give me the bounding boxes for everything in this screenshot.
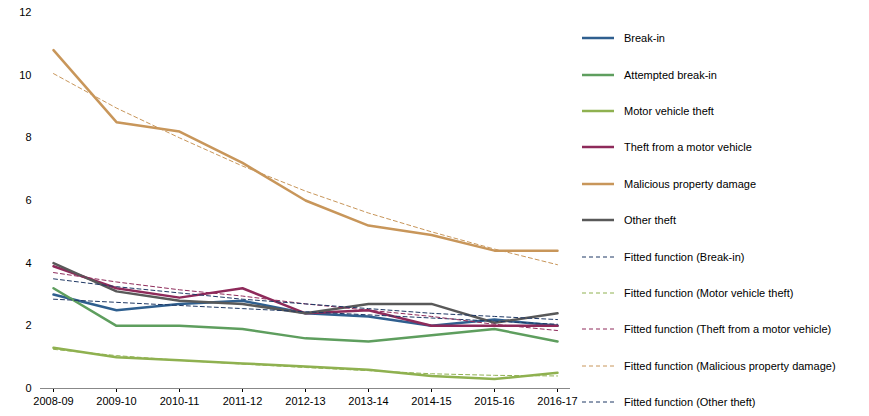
svg-text:6: 6	[25, 194, 31, 206]
html-text:Fitted function (Break-in): Fitted function (Break-in)	[624, 250, 745, 263]
html-text:Fitted function (Malicious pro: Fitted function (Malicious property dama…	[624, 359, 836, 372]
svg-text:2010-11: 2010-11	[160, 395, 200, 407]
svg-text:4: 4	[25, 257, 31, 269]
svg-text:8: 8	[25, 131, 31, 143]
html-text:Motor vehicle theft: Motor vehicle theft	[624, 105, 714, 117]
html-text:Fitted function (Motor vehicle: Fitted function (Motor vehicle theft)	[624, 286, 794, 299]
html-text:Theft from a motor vehicle: Theft from a motor vehicle	[624, 141, 752, 154]
svg-text:2014-15: 2014-15	[411, 395, 451, 407]
svg-text:2015-16: 2015-16	[474, 395, 514, 407]
svg-text:2013-14: 2013-14	[348, 395, 388, 407]
html-text:Fitted function (Theft from a: Fitted function (Theft from a motor vehi…	[624, 323, 832, 336]
svg-text:0: 0	[25, 382, 31, 394]
svg-text:2016-17: 2016-17	[537, 395, 577, 407]
svg-text:2011-12: 2011-12	[223, 395, 263, 407]
html-text:Attempted break-in: Attempted break-in	[624, 68, 717, 81]
html-text:Other theft: Other theft	[624, 214, 676, 227]
html-text:Fitted function (Other theft): Fitted function (Other theft)	[624, 396, 756, 409]
svg-text:10: 10	[19, 69, 31, 81]
html-text:Malicious property damage: Malicious property damage	[624, 177, 757, 190]
svg-text:2: 2	[25, 319, 31, 331]
html-text:Break-in: Break-in	[624, 32, 665, 45]
svg-text:12: 12	[19, 6, 31, 18]
svg-text:2008-09: 2008-09	[33, 395, 73, 407]
svg-text:2009-10: 2009-10	[96, 395, 136, 407]
svg-text:2012-13: 2012-13	[285, 395, 325, 407]
